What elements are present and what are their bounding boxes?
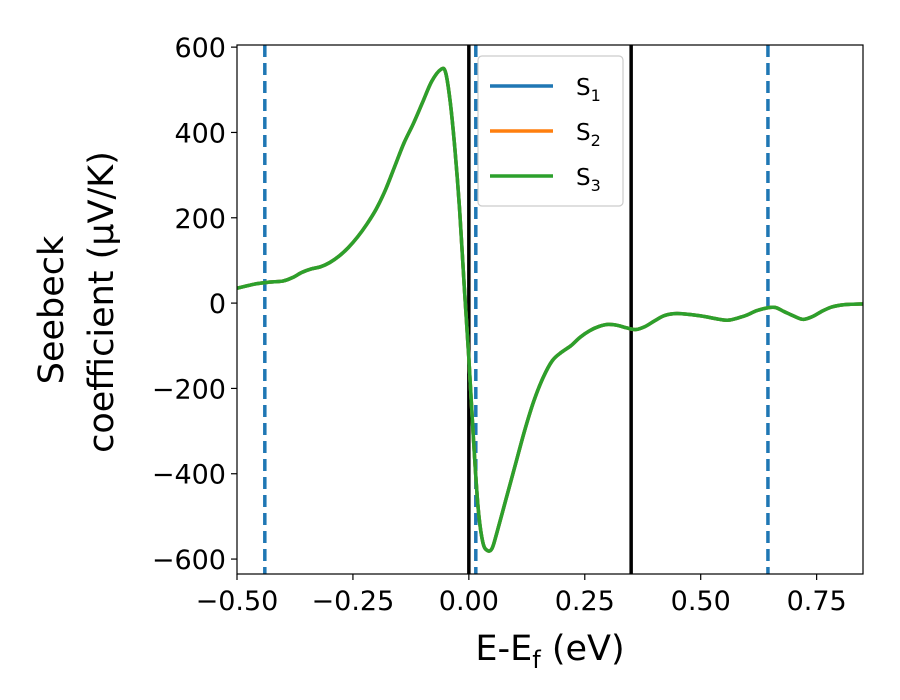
y-axis-title-line1: Seebeck [32, 235, 72, 384]
axes: −0.50 −0.25 0.00 0.25 0.50 0.75 −600 −400 −200 0 2… [152, 33, 864, 617]
y-axis-title-line2: coefficient (μV/K) [82, 151, 122, 453]
y-tick-label-5: 400 [174, 118, 226, 149]
y-tick-label-3: 0 [209, 289, 226, 320]
x-tick-label-3: 0.25 [555, 586, 615, 617]
x-tick-label-2: 0.00 [439, 586, 499, 617]
legend: S1 S2 S3 [477, 55, 624, 207]
x-axis-title: E-Ef (eV) [475, 629, 624, 674]
y-tick-label-2: −200 [152, 374, 226, 405]
x-tick-label-1: −0.25 [312, 586, 395, 617]
legend-label-3: S3 [576, 165, 601, 195]
y-tick-label-1: −400 [152, 460, 226, 491]
y-tick-label-0: −600 [152, 545, 226, 576]
legend-label-2: S2 [576, 120, 601, 150]
legend-label-1: S1 [576, 75, 601, 105]
series-line-3 [237, 66, 863, 553]
plot-frame [236, 44, 864, 575]
x-tick-label-4: 0.50 [671, 586, 731, 617]
plot-area [237, 45, 863, 574]
x-tick-label-0: −0.50 [196, 586, 279, 617]
x-tick-label-5: 0.75 [787, 586, 847, 617]
y-tick-label-4: 200 [174, 204, 226, 235]
y-tick-label-6: 600 [174, 33, 226, 64]
